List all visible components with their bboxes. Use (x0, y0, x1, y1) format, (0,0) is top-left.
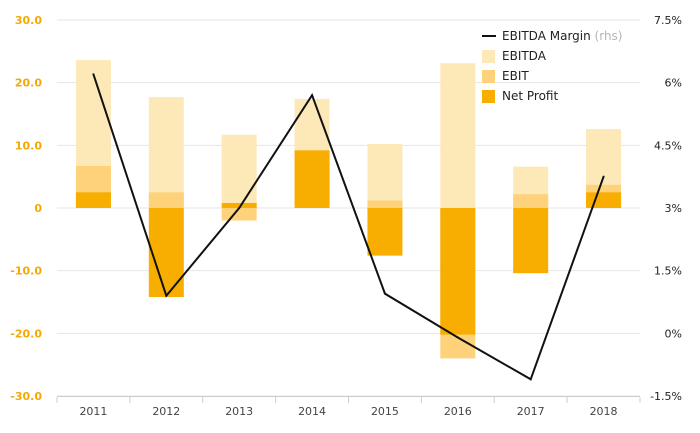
legend-label-ebitda: EBITDA (502, 49, 547, 63)
y-axis-left: 30.0 20.0 10.0 0 -10.0 -20.0 -30.0 (10, 14, 42, 403)
bar-ebit-2015 (367, 200, 403, 208)
x-tick-label: 2012 (152, 405, 180, 418)
bar-ebitda-2012 (148, 97, 184, 208)
bar-net-profit-2017 (513, 208, 549, 274)
bars (75, 60, 622, 359)
point-ebitda-margin-2015 (383, 292, 386, 295)
x-tick-label: 2014 (298, 405, 326, 418)
bar-ebitda-2013 (221, 134, 257, 208)
y-tick-label: 10.0 (15, 139, 42, 152)
bar-net-profit-2016 (440, 208, 476, 335)
point-ebitda-margin-2017 (529, 378, 532, 381)
legend-label-net-profit: Net Profit (502, 89, 558, 103)
y2-tick-label: 4.5% (654, 139, 682, 152)
legend: EBITDA Margin (rhs) EBITDA EBIT Net Profit (482, 29, 623, 103)
legend-rhs-suffix: (rhs) (595, 29, 623, 43)
y2-tick-label: 6% (665, 77, 682, 90)
y-tick-label: -20.0 (10, 327, 42, 340)
point-ebitda-margin-2012 (165, 294, 168, 297)
point-ebitda-margin-2011 (92, 73, 95, 76)
x-tick-label: 2018 (590, 405, 618, 418)
x-axis: 2011 2012 2013 2014 2015 2016 2017 2018 (56, 397, 641, 418)
bar-net-profit-2014 (294, 150, 330, 208)
y2-tick-label: 1.5% (654, 265, 682, 278)
x-tick-label: 2011 (79, 405, 107, 418)
margin-line (92, 73, 605, 381)
point-ebitda-margin-2013 (238, 207, 241, 209)
y-tick-label: 20.0 (15, 77, 42, 90)
y2-tick-label: 0% (665, 327, 682, 340)
legend-swatch-ebit (482, 70, 495, 83)
bar-net-profit-2015 (367, 208, 403, 256)
x-tick-label: 2013 (225, 405, 253, 418)
y-tick-label: -30.0 (10, 390, 42, 403)
x-tick-label: 2017 (517, 405, 545, 418)
bar-ebitda-2016 (440, 63, 476, 208)
legend-label-ebitda-margin: EBITDA Margin (rhs) (502, 29, 623, 43)
point-ebitda-margin-2016 (456, 336, 459, 339)
y2-tick-label: 3% (665, 202, 682, 215)
bar-net-profit-2013 (221, 202, 257, 208)
y-tick-label: 30.0 (15, 14, 42, 27)
x-tick-label: 2016 (444, 405, 472, 418)
bar-ebitda-2015 (367, 144, 403, 208)
line-ebitda-margin (92, 73, 605, 381)
point-ebitda-margin-2014 (311, 94, 314, 97)
y2-tick-label: 7.5% (654, 14, 682, 27)
legend-label-ebit: EBIT (502, 69, 529, 83)
gridlines (57, 19, 640, 397)
x-tick-label: 2015 (371, 405, 399, 418)
bar-ebit-2017 (513, 194, 549, 208)
point-ebitda-margin-2018 (602, 175, 605, 178)
legend-swatch-net-profit (482, 90, 495, 103)
y-tick-label: -10.0 (10, 265, 42, 278)
bar-net-profit-2018 (586, 192, 622, 208)
bar-net-profit-2012 (148, 208, 184, 297)
y2-tick-label: -1.5% (650, 390, 682, 403)
bar-ebit-2013 (221, 208, 257, 221)
bar-ebit-2012 (148, 192, 184, 208)
y-axis-right: 7.5% 6% 4.5% 3% 1.5% 0% -1.5% (650, 14, 682, 403)
y-tick-label: 0 (34, 202, 42, 215)
bar-net-profit-2011 (75, 192, 111, 208)
legend-swatch-ebitda (482, 50, 495, 63)
